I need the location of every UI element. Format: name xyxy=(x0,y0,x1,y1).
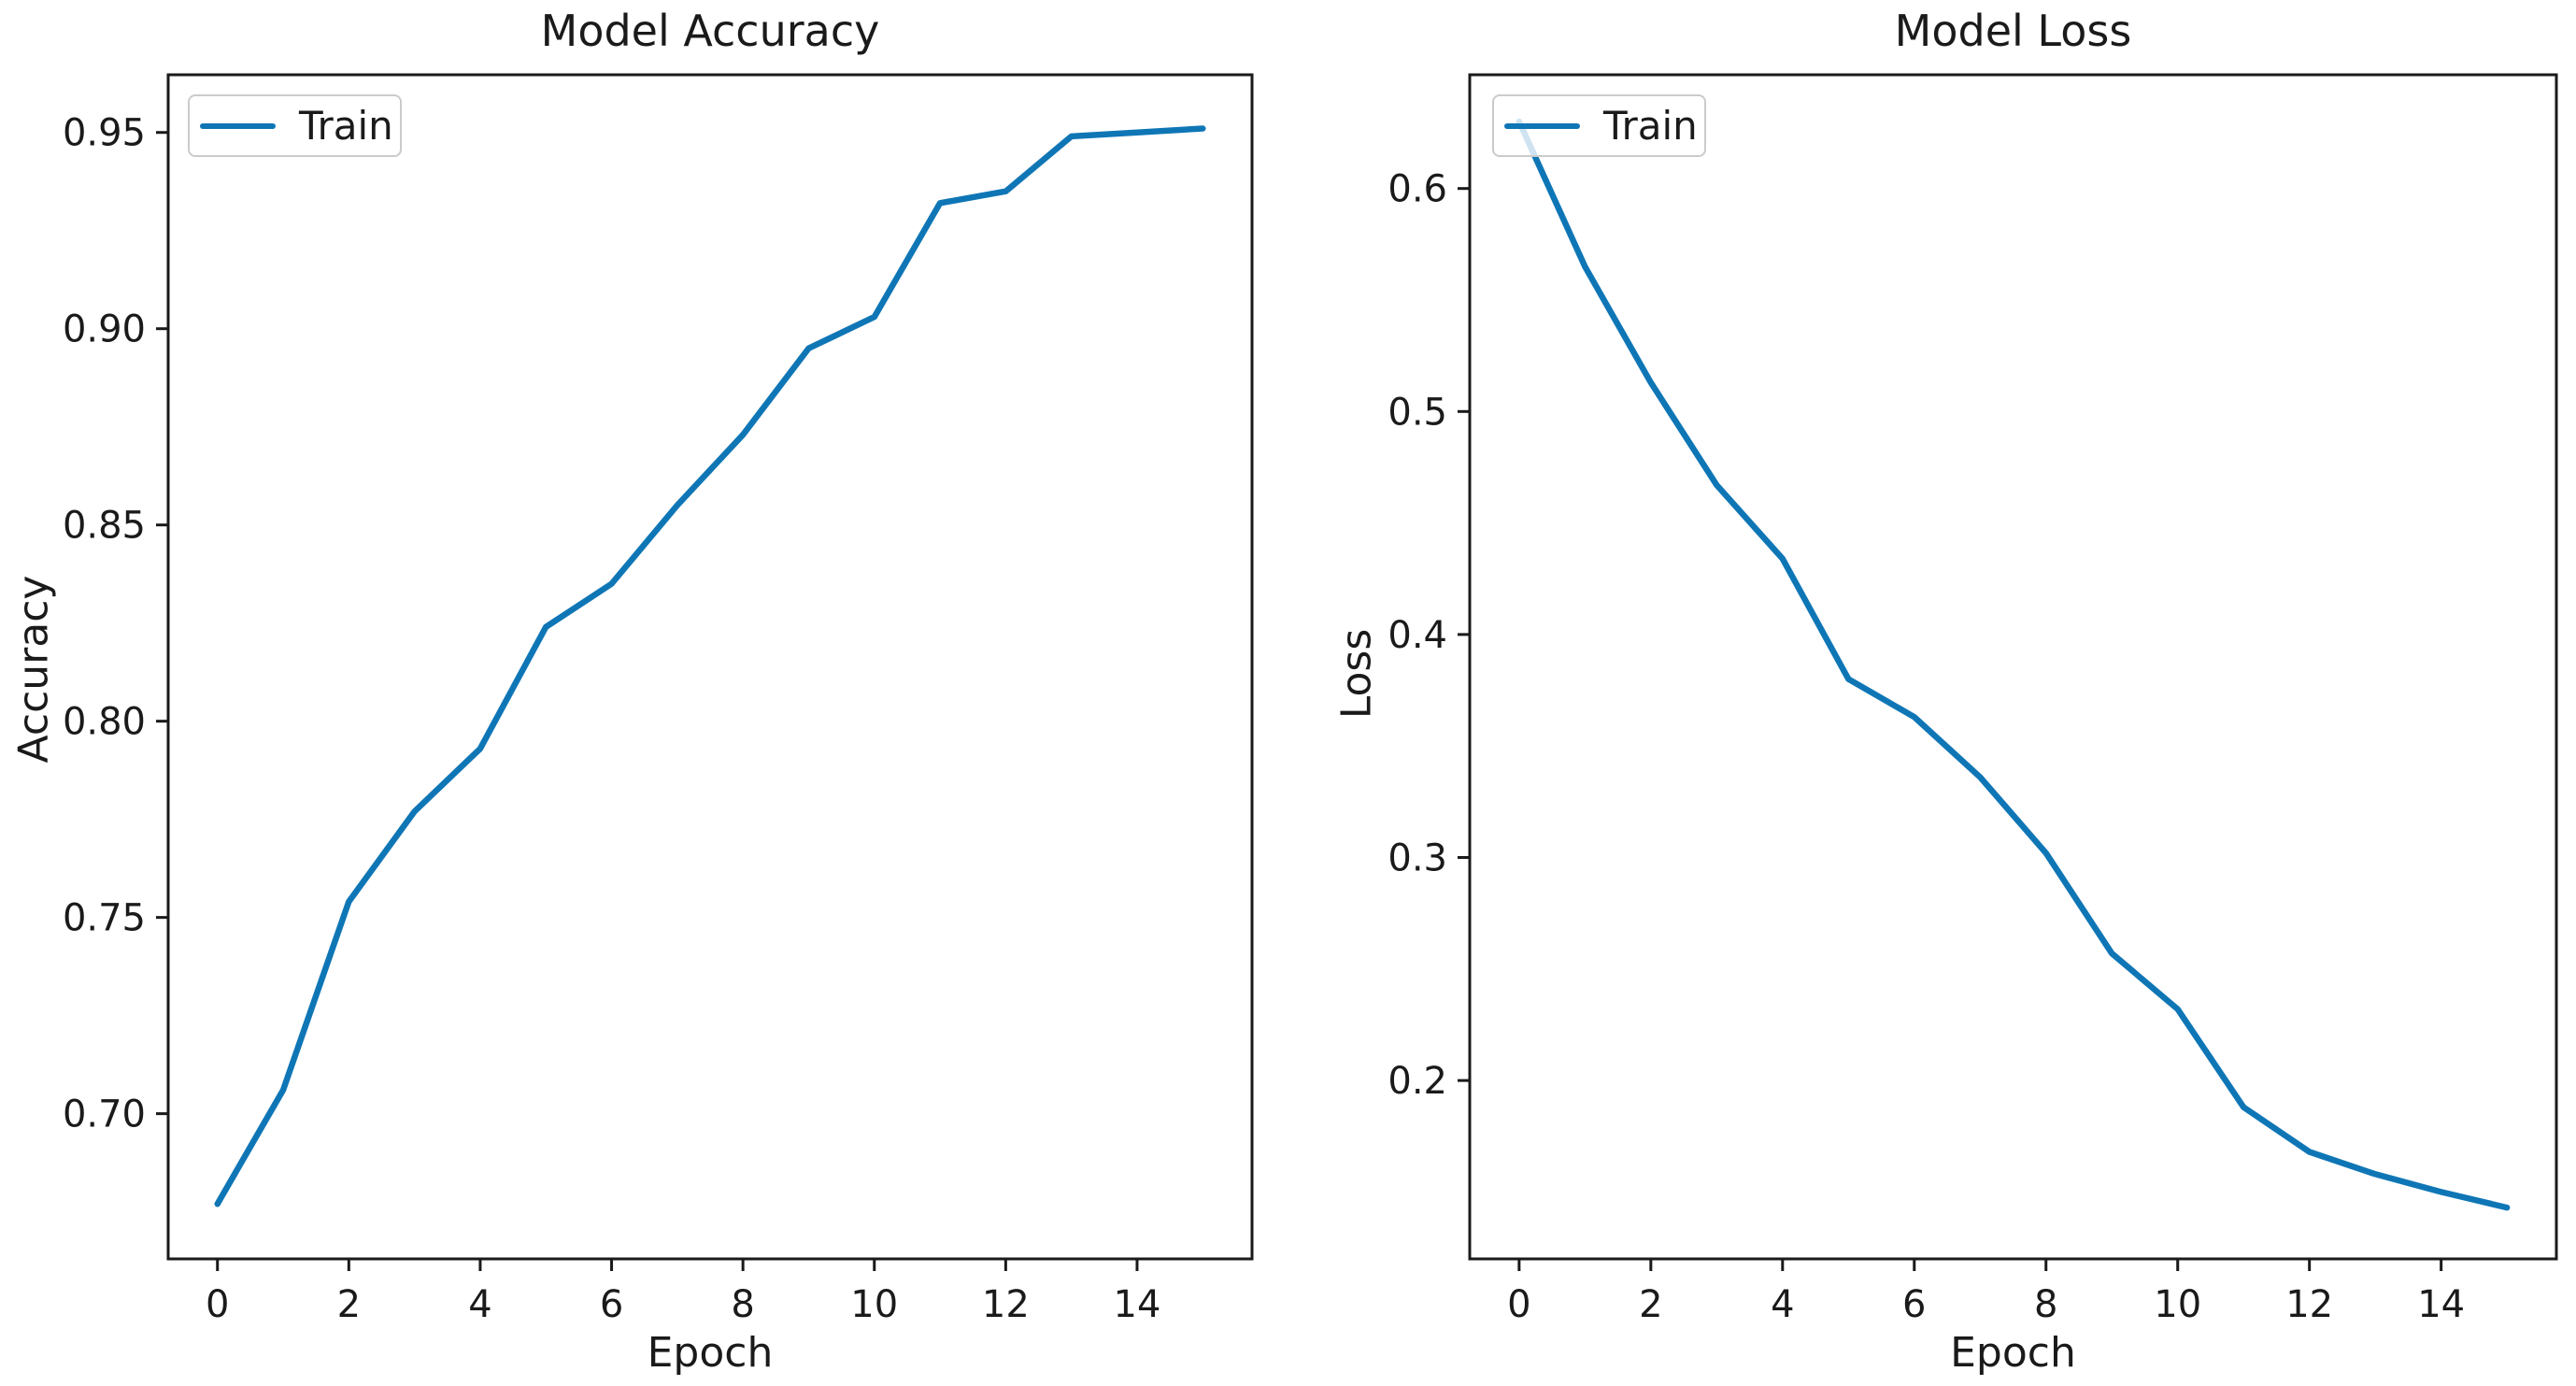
accuracy-y-axis-label: Accuracy xyxy=(9,575,58,764)
x-tick-label: 10 xyxy=(850,1283,898,1326)
train-line xyxy=(1516,118,2511,1211)
y-tick-label: 0.4 xyxy=(1388,614,1447,657)
legend-line-sample-icon xyxy=(200,122,276,129)
x-tick-label: 0 xyxy=(1507,1283,1530,1326)
x-tick-label: 8 xyxy=(731,1283,754,1326)
loss-chart-title: Model Loss xyxy=(1894,6,2132,56)
y-tick-label: 0.70 xyxy=(63,1093,146,1136)
accuracy-legend: Train xyxy=(188,94,402,157)
y-tick-label: 0.5 xyxy=(1388,391,1447,434)
legend-entry-train: Train xyxy=(299,102,393,149)
x-tick-label: 0 xyxy=(206,1283,229,1326)
y-tick-label: 0.3 xyxy=(1388,837,1447,880)
x-tick-label: 2 xyxy=(1639,1283,1662,1326)
x-tick-label: 12 xyxy=(982,1283,1030,1326)
y-tick-label: 0.75 xyxy=(63,897,146,940)
x-tick-label: 14 xyxy=(1114,1283,1161,1326)
x-tick-label: 14 xyxy=(2417,1283,2465,1326)
legend-entry-train: Train xyxy=(1603,102,1698,149)
x-tick-label: 4 xyxy=(468,1283,491,1326)
loss-x-axis-label: Epoch xyxy=(1950,1329,2076,1377)
legend-line-sample-icon xyxy=(1504,122,1580,129)
accuracy-x-axis-label: Epoch xyxy=(647,1329,774,1377)
y-tick-label: 0.95 xyxy=(63,112,146,155)
plot-frame xyxy=(1468,73,2558,1261)
x-tick-label: 8 xyxy=(2034,1283,2057,1326)
loss-legend: Train xyxy=(1492,94,1706,157)
y-tick-label: 0.6 xyxy=(1388,168,1447,211)
y-tick-label: 0.90 xyxy=(63,308,146,351)
x-tick-label: 4 xyxy=(1771,1283,1794,1326)
loss-y-axis-label: Loss xyxy=(1332,628,1381,720)
y-tick-label: 0.80 xyxy=(63,701,146,744)
x-tick-label: 2 xyxy=(337,1283,361,1326)
y-tick-label: 0.85 xyxy=(63,505,146,548)
x-tick-label: 6 xyxy=(600,1283,623,1326)
accuracy-chart-title: Model Accuracy xyxy=(540,6,880,56)
x-tick-label: 12 xyxy=(2285,1283,2333,1326)
x-tick-label: 10 xyxy=(2154,1283,2201,1326)
train-line xyxy=(214,125,1206,1207)
plot-frame xyxy=(166,73,1254,1261)
x-tick-label: 6 xyxy=(1902,1283,1926,1326)
y-tick-label: 0.2 xyxy=(1388,1060,1447,1103)
